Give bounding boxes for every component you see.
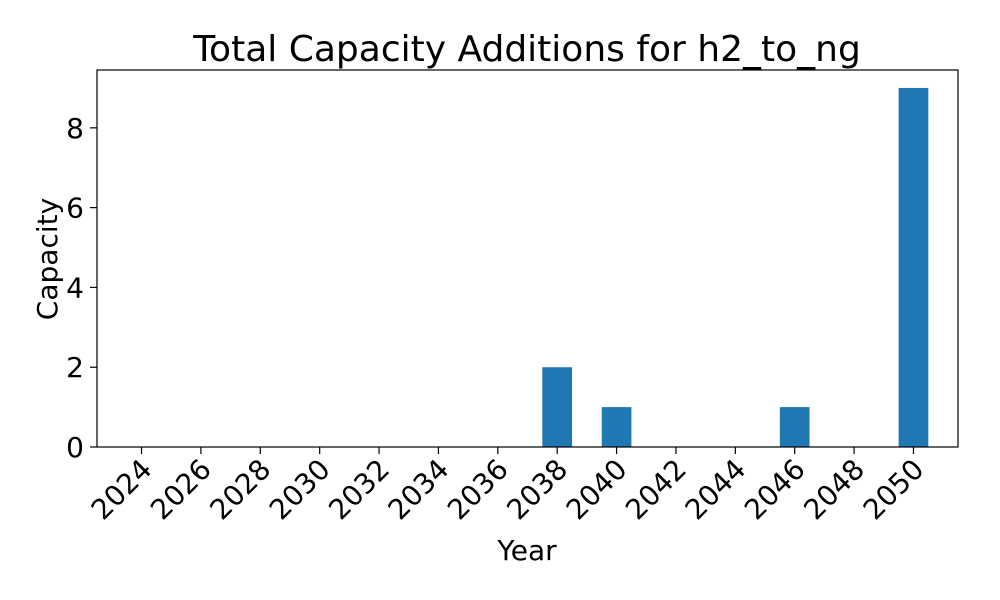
x-tick-label-2034: 2034 bbox=[382, 453, 456, 527]
y-tick-label-4: 4 bbox=[66, 271, 84, 304]
x-tick-label-2050: 2050 bbox=[857, 453, 931, 527]
x-tick-label-2026: 2026 bbox=[144, 453, 218, 527]
y-tick-label-0: 0 bbox=[66, 431, 84, 464]
x-tick-label-2024: 2024 bbox=[85, 453, 159, 527]
bar-2046 bbox=[779, 407, 810, 447]
x-tick-label-2028: 2028 bbox=[204, 453, 278, 527]
x-tick-label-2030: 2030 bbox=[263, 453, 337, 527]
y-axis-label: Capacity bbox=[31, 198, 64, 320]
x-tick-label-2044: 2044 bbox=[679, 453, 753, 527]
y-tick-label-8: 8 bbox=[66, 112, 84, 145]
x-tick-label-2032: 2032 bbox=[322, 453, 396, 527]
chart-title: Total Capacity Additions for h2_to_ng bbox=[192, 29, 861, 70]
plot-area: 2024202620282030203220342036203820402042… bbox=[66, 69, 959, 527]
bar-2050 bbox=[898, 87, 929, 447]
x-tick-label-2040: 2040 bbox=[560, 453, 634, 527]
x-tick-label-2042: 2042 bbox=[619, 453, 693, 527]
bar-2040 bbox=[601, 407, 632, 447]
bar-2038 bbox=[542, 367, 573, 447]
axes-frame bbox=[96, 69, 959, 448]
x-tick-label-2046: 2046 bbox=[738, 453, 812, 527]
x-tick-label-2038: 2038 bbox=[500, 453, 574, 527]
y-tick-label-6: 6 bbox=[66, 192, 84, 225]
y-tick-label-2: 2 bbox=[66, 351, 84, 384]
x-tick-label-2048: 2048 bbox=[797, 453, 871, 527]
x-axis-label: Year bbox=[496, 534, 557, 567]
x-tick-label-2036: 2036 bbox=[441, 453, 515, 527]
